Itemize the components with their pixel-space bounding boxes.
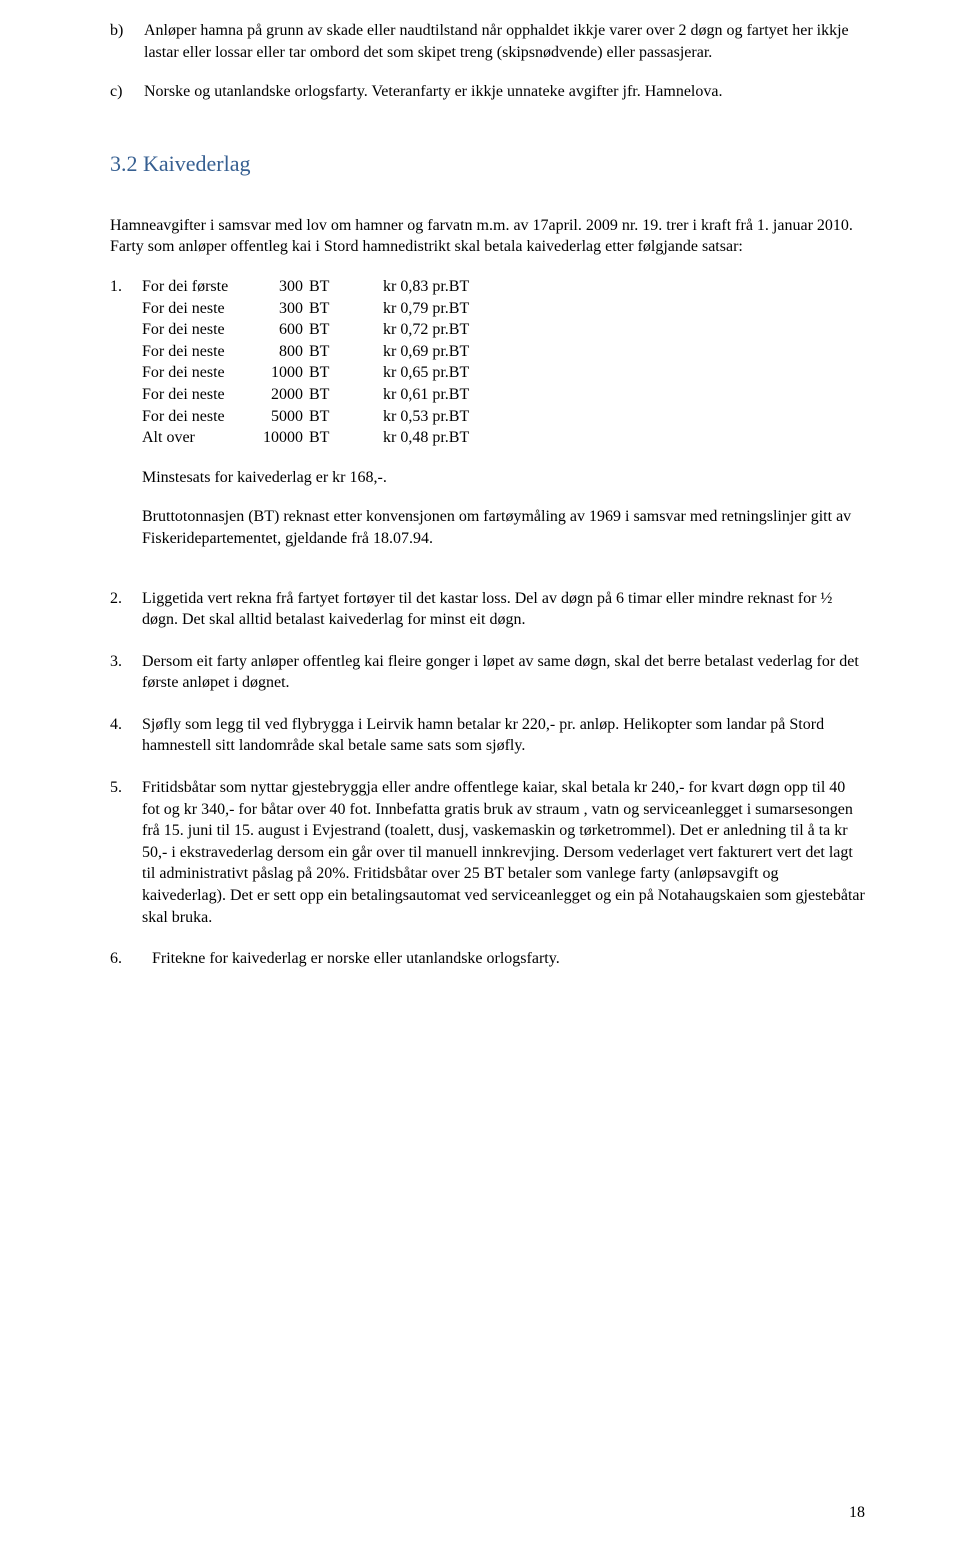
rate-row: For dei neste300BTkr 0,79 pr.BT <box>142 298 521 320</box>
num-marker-4: 4. <box>110 714 142 757</box>
rate-cell: For dei neste <box>142 298 247 320</box>
num-text-2: Liggetida vert rekna frå fartyet fortøye… <box>142 588 865 631</box>
rate-cell: BT <box>309 406 343 428</box>
rate-cell: BT <box>309 319 343 341</box>
list-item-c: c) Norske og utanlandske orlogsfarty. Ve… <box>110 81 865 103</box>
rate-cell: kr 0,69 pr.BT <box>343 341 521 363</box>
rate-cell: kr 0,53 pr.BT <box>343 406 521 428</box>
section-heading: 3.2 Kaivederlag <box>110 151 865 177</box>
rate-cell: 10000 <box>247 427 309 449</box>
num-marker-1: 1. <box>110 276 142 568</box>
rate-cell: kr 0,79 pr.BT <box>343 298 521 320</box>
brutto-paragraph: Bruttotonnasjen (BT) reknast etter konve… <box>142 506 865 549</box>
rate-cell: kr 0,48 pr.BT <box>343 427 521 449</box>
num-marker-3: 3. <box>110 651 142 694</box>
numbered-item-6: 6. Fritekne for kaivederlag er norske el… <box>110 948 865 970</box>
num-marker-2: 2. <box>110 588 142 631</box>
rate-cell: kr 0,72 pr.BT <box>343 319 521 341</box>
list-marker-b: b) <box>110 20 144 63</box>
list-text-c: Norske og utanlandske orlogsfarty. Veter… <box>144 81 865 103</box>
rate-cell: 5000 <box>247 406 309 428</box>
rate-cell: For dei neste <box>142 319 247 341</box>
num-marker-6: 6. <box>110 948 142 970</box>
numbered-item-2: 2. Liggetida vert rekna frå fartyet fort… <box>110 588 865 631</box>
rate-cell: BT <box>309 298 343 320</box>
numbered-item-5: 5. Fritidsbåtar som nyttar gjestebryggja… <box>110 777 865 928</box>
rate-row: For dei neste2000BTkr 0,61 pr.BT <box>142 384 521 406</box>
rate-cell: For dei neste <box>142 406 247 428</box>
num-text-4: Sjøfly som legg til ved flybrygga i Leir… <box>142 714 865 757</box>
page-number: 18 <box>849 1504 865 1522</box>
numbered-item-1: 1. For dei første300BTkr 0,83 pr.BTFor d… <box>110 276 865 568</box>
rate-cell: For dei neste <box>142 341 247 363</box>
num-marker-5: 5. <box>110 777 142 928</box>
rate-cell: For dei første <box>142 276 247 298</box>
rate-cell: For dei neste <box>142 362 247 384</box>
rate-row: Alt over10000BTkr 0,48 pr.BT <box>142 427 521 449</box>
rate-cell: 1000 <box>247 362 309 384</box>
rate-cell: kr 0,65 pr.BT <box>343 362 521 384</box>
list-item-b: b) Anløper hamna på grunn av skade eller… <box>110 20 865 63</box>
rate-row: For dei neste1000BTkr 0,65 pr.BT <box>142 362 521 384</box>
page: b) Anløper hamna på grunn av skade eller… <box>0 0 960 1542</box>
rate-cell: BT <box>309 341 343 363</box>
num-content-1: For dei første300BTkr 0,83 pr.BTFor dei … <box>142 276 865 568</box>
rate-cell: BT <box>309 362 343 384</box>
numbered-item-4: 4. Sjøfly som legg til ved flybrygga i L… <box>110 714 865 757</box>
num-text-6: Fritekne for kaivederlag er norske eller… <box>142 948 865 970</box>
numbered-item-3: 3. Dersom eit farty anløper offentleg ka… <box>110 651 865 694</box>
rate-cell: kr 0,83 pr.BT <box>343 276 521 298</box>
rate-cell: 300 <box>247 276 309 298</box>
rate-cell: 300 <box>247 298 309 320</box>
rate-cell: Alt over <box>142 427 247 449</box>
rate-cell: 600 <box>247 319 309 341</box>
rate-cell: For dei neste <box>142 384 247 406</box>
list-marker-c: c) <box>110 81 144 103</box>
num-text-3: Dersom eit farty anløper offentleg kai f… <box>142 651 865 694</box>
rate-cell: BT <box>309 384 343 406</box>
num-text-5: Fritidsbåtar som nyttar gjestebryggja el… <box>142 777 865 928</box>
rate-cell: 2000 <box>247 384 309 406</box>
rate-row: For dei neste600BTkr 0,72 pr.BT <box>142 319 521 341</box>
rate-cell: kr 0,61 pr.BT <box>343 384 521 406</box>
min-rate: Minstesats for kaivederlag er kr 168,-. <box>142 467 865 489</box>
rate-table: For dei første300BTkr 0,83 pr.BTFor dei … <box>142 276 521 449</box>
rate-cell: BT <box>309 427 343 449</box>
rate-cell: BT <box>309 276 343 298</box>
rate-cell: 800 <box>247 341 309 363</box>
rate-row: For dei neste800BTkr 0,69 pr.BT <box>142 341 521 363</box>
list-text-b: Anløper hamna på grunn av skade eller na… <box>144 20 865 63</box>
rate-row: For dei første300BTkr 0,83 pr.BT <box>142 276 521 298</box>
intro-paragraph: Hamneavgifter i samsvar med lov om hamne… <box>110 215 865 258</box>
rate-row: For dei neste5000BTkr 0,53 pr.BT <box>142 406 521 428</box>
